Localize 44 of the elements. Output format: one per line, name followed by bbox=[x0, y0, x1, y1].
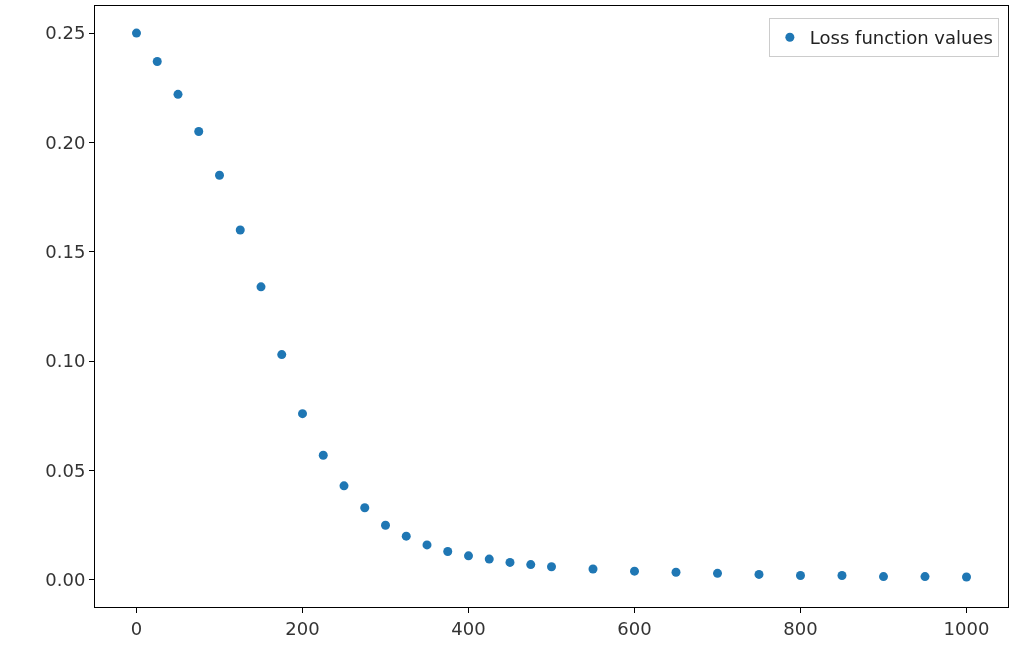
point bbox=[754, 569, 764, 579]
y-tick-label: 0.00 bbox=[45, 569, 86, 591]
point bbox=[298, 409, 307, 419]
point bbox=[401, 531, 411, 541]
point bbox=[132, 28, 141, 38]
point bbox=[505, 557, 515, 567]
point bbox=[920, 572, 930, 582]
point bbox=[713, 568, 722, 578]
point bbox=[235, 225, 245, 235]
legend-label: Loss function values bbox=[809, 27, 993, 49]
point bbox=[837, 571, 847, 581]
point bbox=[796, 571, 805, 581]
point bbox=[318, 450, 328, 460]
y-tick-label: 0.05 bbox=[45, 459, 86, 481]
x-tick-label: 0 bbox=[130, 617, 143, 639]
point bbox=[277, 350, 287, 360]
point bbox=[215, 170, 224, 180]
point bbox=[962, 572, 971, 582]
y-tick-label: 0.25 bbox=[45, 22, 86, 44]
x-tick-label: 600 bbox=[617, 617, 652, 639]
point bbox=[381, 520, 390, 530]
point bbox=[588, 564, 598, 574]
point bbox=[671, 567, 681, 577]
point bbox=[630, 566, 639, 576]
point bbox=[443, 546, 453, 556]
point bbox=[256, 282, 266, 292]
x-tick-label: 1000 bbox=[943, 617, 990, 639]
x-tick-label: 400 bbox=[451, 617, 486, 639]
point bbox=[484, 554, 494, 564]
point bbox=[360, 503, 370, 513]
point bbox=[526, 560, 536, 570]
x-tick-label: 800 bbox=[783, 617, 818, 639]
y-tick-label: 0.20 bbox=[45, 131, 86, 153]
y-tick-label: 0.15 bbox=[45, 241, 86, 263]
point bbox=[152, 57, 162, 67]
point bbox=[339, 481, 349, 491]
point bbox=[422, 540, 432, 550]
point bbox=[173, 89, 183, 99]
point bbox=[194, 127, 204, 137]
y-tick-label: 0.10 bbox=[45, 350, 86, 372]
x-tick-label: 200 bbox=[285, 617, 320, 639]
point bbox=[547, 562, 556, 572]
point bbox=[879, 572, 888, 582]
point bbox=[464, 551, 473, 561]
